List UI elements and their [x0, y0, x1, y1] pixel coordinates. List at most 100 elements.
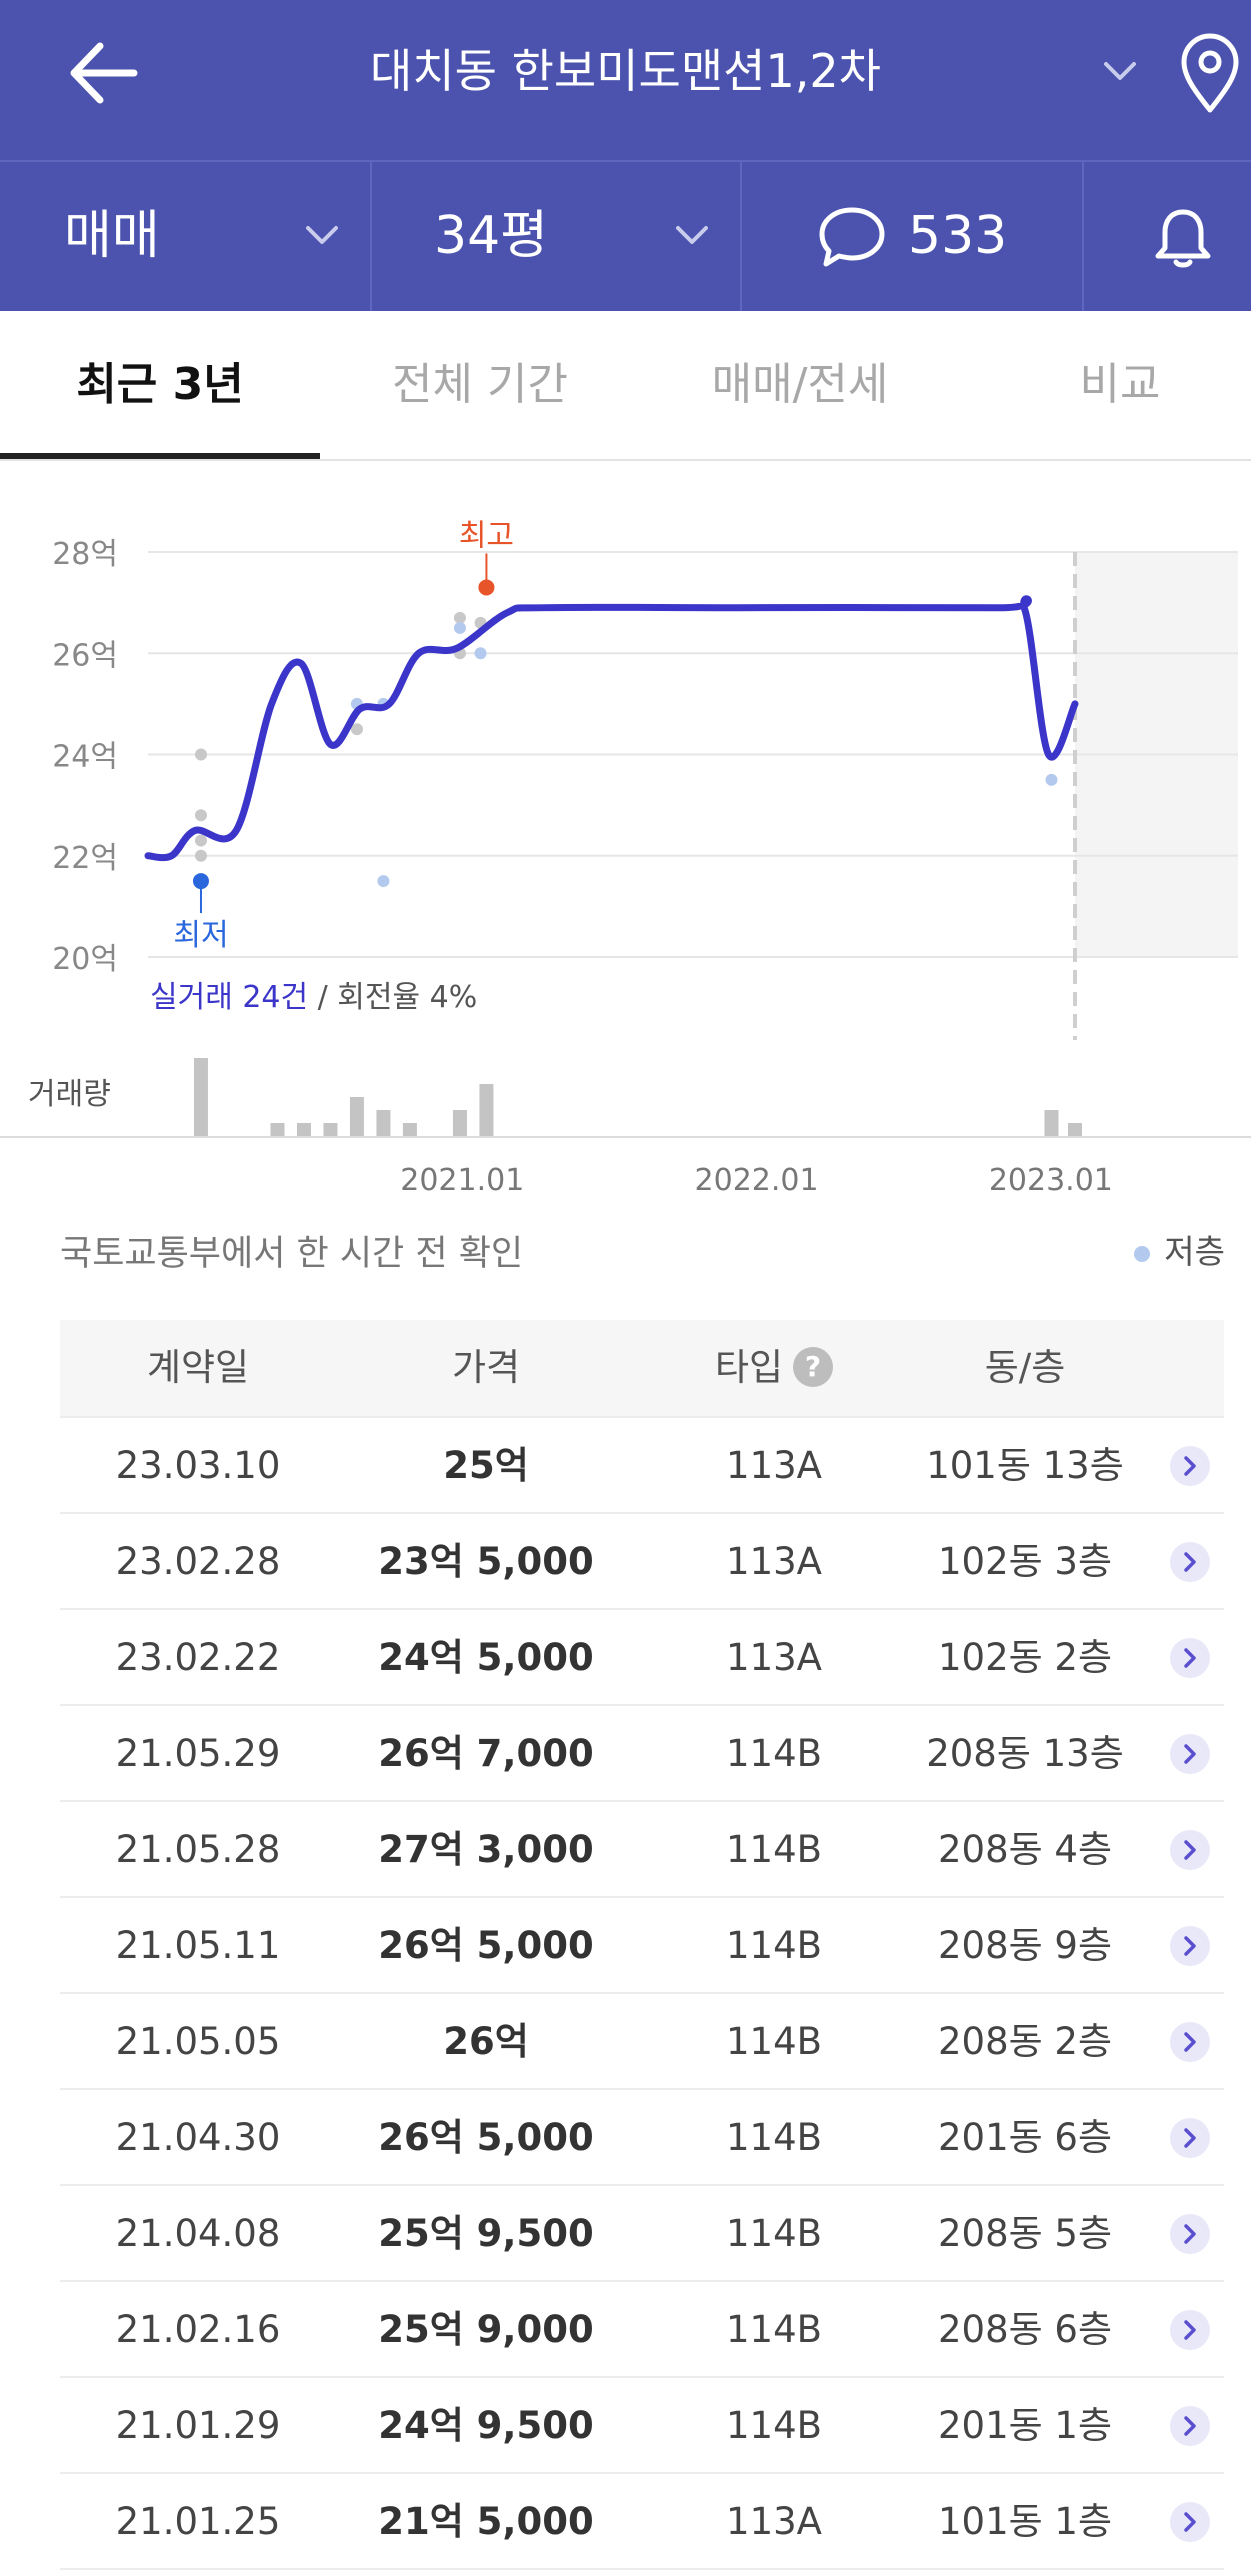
row-detail-button[interactable] — [1170, 1542, 1210, 1582]
table-row[interactable]: 21.05.11 26억 5,000 114B 208동 9층 — [60, 1898, 1224, 1994]
row-detail-button[interactable] — [1170, 1830, 1210, 1870]
row-unit: 101동 13층 — [926, 1444, 1124, 1487]
header-date: 계약일 — [146, 1346, 250, 1389]
volume-bar — [296, 1123, 311, 1136]
row-detail-button[interactable] — [1170, 1638, 1210, 1678]
price-chart[interactable]: 28억 26억 24억 22억 20억 최고 최저 실거래 24건 / 회전율 4% 거래량 20… — [0, 462, 1251, 1202]
volume-bar — [402, 1123, 417, 1136]
row-detail-button[interactable] — [1170, 1926, 1210, 1966]
tab-all-period[interactable]: 전체 기간 — [392, 359, 568, 410]
y-tick-label: 24억 — [52, 740, 118, 775]
table-row[interactable]: 21.02.16 25억 9,000 114B 208동 6층 — [60, 2282, 1224, 2378]
transaction-dot — [453, 611, 466, 624]
chevron-right-icon — [1184, 1936, 1196, 1956]
location-pin-icon[interactable] — [1176, 32, 1244, 116]
deal-type-label: 매매 — [64, 206, 160, 266]
row-price: 25억 9,000 — [378, 2308, 594, 2351]
row-unit: 208동 4층 — [937, 1828, 1112, 1871]
chevron-down-icon — [676, 226, 708, 244]
volume-bar — [452, 1110, 467, 1136]
row-detail-button[interactable] — [1170, 1446, 1210, 1486]
active-tab-underline — [0, 453, 320, 459]
table-row[interactable]: 21.04.08 25억 9,500 114B 208동 5층 — [60, 2186, 1224, 2282]
row-price: 26억 5,000 — [378, 2116, 594, 2159]
table-row[interactable]: 23.02.22 24억 5,000 113A 102동 2층 — [60, 1610, 1224, 1706]
comment-count: 533 — [908, 206, 1008, 266]
x-tick-label: 2021.01 — [400, 1163, 524, 1198]
y-tick-label: 22억 — [52, 841, 118, 876]
chevron-down-icon[interactable] — [1098, 52, 1142, 92]
row-detail-button[interactable] — [1170, 2214, 1210, 2254]
bell-icon — [1155, 209, 1211, 268]
chevron-right-icon — [1184, 1648, 1196, 1668]
row-date: 21.01.29 — [115, 2404, 281, 2447]
tab-sale-jeonse[interactable]: 매매/전세 — [711, 359, 889, 410]
chevron-right-icon — [1184, 1744, 1196, 1764]
table-row[interactable]: 21.05.05 26억 114B 208동 2층 — [60, 1994, 1224, 2090]
transaction-dot — [474, 647, 487, 660]
transaction-dot — [1045, 773, 1058, 786]
table-row[interactable]: 23.02.28 23억 5,000 113A 102동 3층 — [60, 1514, 1224, 1610]
row-date: 21.04.30 — [115, 2116, 281, 2159]
row-detail-button[interactable] — [1170, 2406, 1210, 2446]
row-detail-button[interactable] — [1170, 2022, 1210, 2062]
row-price: 26억 7,000 — [378, 1732, 594, 1775]
legend-label: 저층 — [1164, 1232, 1225, 1271]
size-label: 34평 — [434, 206, 549, 266]
chevron-right-icon — [1184, 2512, 1196, 2532]
volume-bar — [479, 1084, 494, 1136]
table-row[interactable]: 21.05.28 27억 3,000 114B 208동 4층 — [60, 1802, 1224, 1898]
alarm-button[interactable] — [1084, 162, 1251, 311]
tab-recent-3-years[interactable]: 최근 3년 — [76, 359, 244, 410]
row-unit: 208동 5층 — [937, 2212, 1112, 2255]
row-date: 21.05.28 — [115, 1828, 281, 1871]
chevron-right-icon — [1184, 2320, 1196, 2340]
row-detail-button[interactable] — [1170, 2502, 1210, 2542]
y-tick-label: 26억 — [52, 638, 118, 673]
row-detail-button[interactable] — [1170, 2310, 1210, 2350]
table-row[interactable]: 21.01.25 21억 5,000 113A 101동 1층 — [60, 2474, 1224, 2570]
table-row[interactable]: 21.05.29 26억 7,000 114B 208동 13층 — [60, 1706, 1224, 1802]
transaction-count: 실거래 24건 — [150, 980, 308, 1015]
table-body: 23.03.10 25억 113A 101동 13층 23.02.28 23억 5,000… — [60, 1418, 1224, 2570]
data-source-note: 국토교통부에서 한 시간 전 확인 — [60, 1234, 524, 1274]
volume-bar — [1044, 1110, 1059, 1136]
help-icon[interactable]: ? — [793, 1346, 834, 1387]
row-date: 21.02.16 — [115, 2308, 281, 2351]
transaction-summary: 실거래 24건 / 회전율 4% — [150, 980, 477, 1015]
row-type: 114B — [725, 2116, 822, 2159]
table-row[interactable]: 23.03.10 25억 113A 101동 13층 — [60, 1418, 1224, 1514]
row-type: 114B — [725, 1924, 822, 1967]
x-tick-label: 2023.01 — [989, 1163, 1113, 1198]
chevron-right-icon — [1184, 1840, 1196, 1860]
divider — [370, 162, 372, 311]
complex-title[interactable]: 대치동 한보미도맨션1,2차 — [370, 44, 881, 98]
header-type-label: 타입 — [714, 1346, 784, 1389]
comments-button[interactable]: 533 — [742, 162, 1082, 311]
back-arrow-icon[interactable] — [64, 38, 148, 108]
price-trend-line — [144, 595, 1079, 862]
row-unit: 208동 9층 — [937, 1924, 1112, 1967]
speech-bubble-icon — [819, 207, 885, 267]
period-tabs: 최근 3년 전체 기간 매매/전세 비교 — [0, 311, 1251, 461]
volume-bar — [376, 1110, 391, 1136]
row-type: 114B — [725, 2308, 822, 2351]
row-price: 21억 5,000 — [378, 2500, 594, 2543]
row-price: 24억 9,500 — [378, 2404, 594, 2447]
table-row[interactable]: 21.01.29 24억 9,500 114B 201동 1층 — [60, 2378, 1224, 2474]
row-date: 23.02.28 — [115, 1540, 281, 1583]
table-row[interactable]: 21.04.30 26억 5,000 114B 201동 6층 — [60, 2090, 1224, 2186]
row-detail-button[interactable] — [1170, 2118, 1210, 2158]
transaction-dot — [350, 723, 363, 736]
size-selector[interactable]: 34평 — [372, 162, 740, 311]
header-unit: 동/층 — [984, 1346, 1066, 1389]
tab-compare[interactable]: 비교 — [1079, 359, 1161, 410]
app-header: 대치동 한보미도맨션1,2차 — [0, 0, 1251, 160]
chevron-right-icon — [1184, 1552, 1196, 1572]
deal-type-selector[interactable]: 매매 — [0, 162, 370, 311]
row-price: 23억 5,000 — [378, 1540, 594, 1583]
row-detail-button[interactable] — [1170, 1734, 1210, 1774]
row-type: 114B — [725, 2404, 822, 2447]
row-unit: 102동 3층 — [937, 1540, 1112, 1583]
row-type: 114B — [725, 1732, 822, 1775]
